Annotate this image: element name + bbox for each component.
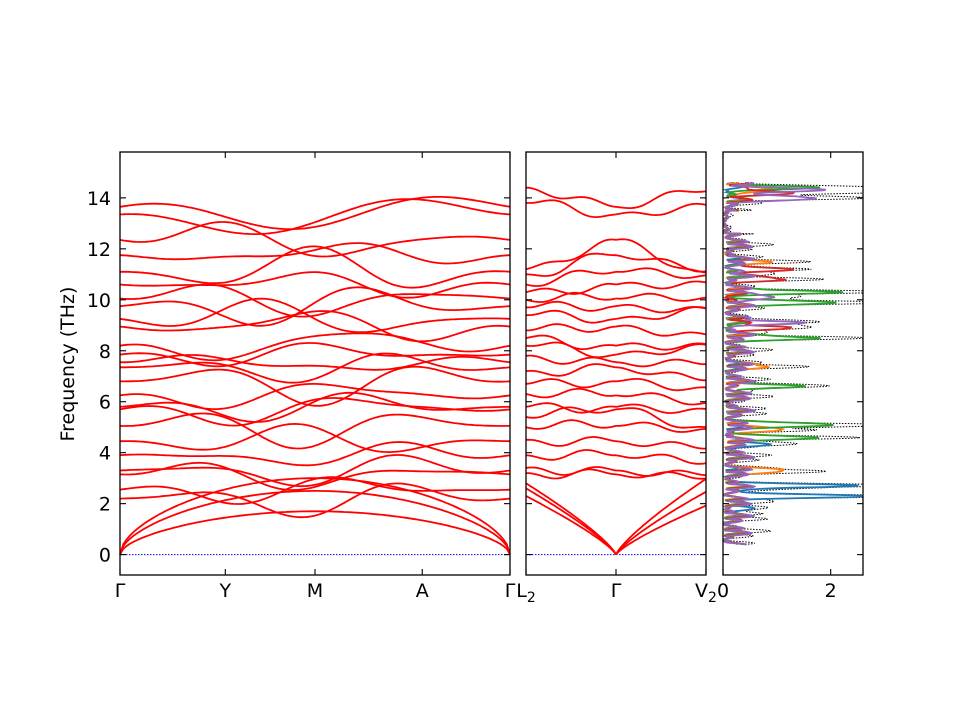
band-line-2-8-1	[615, 407, 707, 429]
band-line-22	[119, 271, 511, 299]
x-tick-label: Γ	[115, 580, 126, 602]
band-structure-panel: 0 2 4 6 8 10 12 14 Γ Y M A Γ Frequency (THz)	[57, 151, 516, 602]
band-line-4	[119, 476, 511, 505]
band-line-2-19-1	[615, 292, 707, 302]
band-line-2-12-0	[525, 363, 617, 377]
band-line-2-2-0	[525, 482, 617, 556]
band-line-2-13-1	[615, 358, 706, 368]
band-line-2-14-1	[615, 343, 707, 356]
band-lines	[119, 196, 511, 556]
y-tick-label: 6	[99, 392, 111, 414]
band-lines-2	[525, 186, 707, 556]
band-line-0	[119, 510, 511, 556]
band-line-2-2-1	[615, 491, 707, 556]
band-line-2-25-1	[615, 190, 707, 209]
band-line-2-6-1	[615, 440, 706, 450]
band-line-10	[119, 397, 511, 427]
band-line-2-22-0	[525, 252, 616, 277]
band-line-2-10-1	[615, 392, 707, 406]
band-line-2-23-1	[615, 238, 707, 274]
band-line-12	[119, 383, 511, 410]
band-line-14	[120, 352, 511, 384]
band-line-2-15-1	[615, 342, 707, 351]
band-line-2-8-0	[525, 406, 617, 419]
band-line-2-18-0	[525, 300, 617, 312]
band-line-2-16-0	[526, 323, 617, 333]
band-line-2-1-1	[615, 478, 707, 556]
band-line-7	[119, 441, 511, 467]
band-line-24	[119, 242, 511, 265]
band-line-21	[119, 283, 511, 318]
band-line-3	[119, 482, 511, 519]
band-line-2-18-1	[615, 304, 707, 314]
x-tick-label-dos: 2	[825, 580, 837, 602]
band-line-2-0-1	[615, 504, 707, 556]
y-axis-label: Frequency (THz)	[57, 287, 79, 442]
band-structure-panel-2: L2 Γ V2	[516, 151, 717, 606]
band-line-2-20-1	[615, 280, 707, 290]
band-line-2-23-0	[525, 238, 617, 271]
band-line-2-5-0	[525, 449, 617, 461]
band-line-2-25-0	[526, 186, 617, 208]
band-line-2-7-0	[525, 419, 617, 430]
y-tick-label: 14	[87, 188, 111, 210]
band-line-2-6-0	[525, 436, 617, 447]
band-line-2-4-0	[525, 466, 617, 476]
band-line-9	[119, 412, 510, 450]
band-line-2-9-0	[525, 402, 617, 414]
dos-curves	[723, 181, 863, 546]
x-tick-label: Γ	[505, 580, 516, 602]
band-line-2-0-0	[525, 495, 617, 556]
band-line-2-1-0	[525, 487, 617, 556]
band-line-2-11-0	[525, 378, 616, 389]
band-line-23	[120, 245, 511, 289]
band-line-5	[119, 461, 511, 491]
y-tick-label: 8	[99, 341, 111, 363]
band-line-2-15-0	[525, 334, 617, 350]
band-line-2-20-0	[525, 282, 617, 295]
band-line-26	[119, 198, 511, 235]
y-tick-label: 0	[99, 545, 111, 567]
x-tick-label: Y	[218, 580, 231, 602]
x-tick-label: M	[307, 580, 323, 602]
band-line-2-4-1	[616, 469, 707, 477]
band-line-2-21-1	[615, 267, 707, 280]
band-line-2-5-1	[615, 453, 707, 465]
x-tick-label-2: Γ	[611, 580, 622, 602]
y-tick-label: 12	[87, 239, 111, 261]
x-tick-label: A	[416, 580, 429, 602]
band-line-25	[119, 221, 511, 258]
band-line-2-24-1	[615, 202, 707, 217]
band-line-2-11-1	[615, 378, 707, 392]
band-line-13	[119, 365, 511, 407]
partial-dos-curve-4	[723, 181, 827, 546]
band-line-2-12-1	[615, 366, 706, 382]
band-line-2-9-1	[615, 403, 707, 415]
x-tick-label-dos: 0	[717, 580, 729, 602]
band-line-2-17-0	[526, 309, 617, 324]
band-line-6	[119, 454, 511, 488]
band-line-2-13-0	[525, 354, 617, 365]
band-line-27	[119, 196, 511, 230]
dos-frame	[722, 151, 864, 576]
band-line-18	[119, 310, 511, 343]
y-tick-label: 2	[99, 494, 111, 516]
band-line-17	[119, 332, 511, 362]
band-line-2-21-0	[525, 269, 617, 287]
total-dos-curve	[723, 182, 863, 545]
band-line-2-10-0	[525, 387, 617, 399]
y-tick-label: 10	[87, 290, 111, 312]
band-line-20	[119, 286, 511, 327]
band-line-2-24-0	[526, 199, 617, 219]
band-line-19	[119, 297, 511, 334]
y-tick-label: 4	[99, 443, 111, 465]
band-line-2-7-1	[616, 421, 707, 433]
band-line-2-16-1	[615, 324, 707, 337]
band-line-8	[120, 422, 511, 454]
band-line-1	[119, 490, 511, 555]
band-line-16	[119, 342, 511, 368]
